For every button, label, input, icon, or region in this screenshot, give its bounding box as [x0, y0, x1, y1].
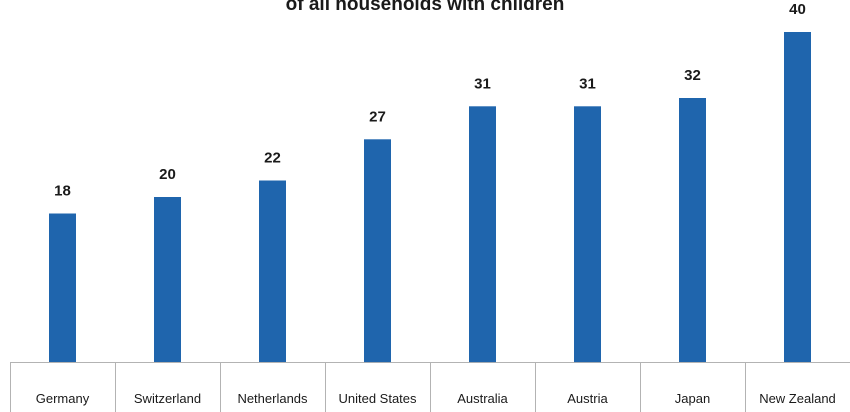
data-label: 31: [579, 75, 596, 92]
x-tick-label: Japan: [675, 391, 710, 406]
x-tick-label: Netherlands: [237, 391, 308, 406]
chart-title: of all households with children: [286, 0, 565, 15]
data-label: 18: [54, 183, 71, 200]
bar: [259, 180, 286, 362]
x-axis: Germany Switzerland Netherlands United Stat…: [10, 362, 850, 412]
x-tick-label: Austria: [567, 391, 608, 406]
data-label: 31: [474, 75, 491, 92]
bar: [679, 98, 706, 362]
bar: [469, 106, 496, 363]
bar: [364, 139, 391, 363]
data-label: 40: [789, 1, 806, 18]
data-label: 22: [264, 150, 281, 167]
x-tick-label: New Zealand: [759, 391, 836, 406]
data-label: 20: [159, 166, 176, 183]
bar: [574, 106, 601, 363]
bar: [49, 213, 76, 362]
data-label: 32: [684, 67, 701, 84]
bars: 18 20 22 27 31 31 32 40: [49, 1, 811, 363]
x-tick-label: Switzerland: [134, 391, 201, 406]
x-tick-label: United States: [338, 391, 417, 406]
data-label: 27: [369, 108, 386, 125]
x-tick-label: Australia: [457, 391, 508, 406]
bar: [784, 32, 811, 362]
x-tick-label: Germany: [36, 391, 90, 406]
bar: [154, 197, 181, 362]
